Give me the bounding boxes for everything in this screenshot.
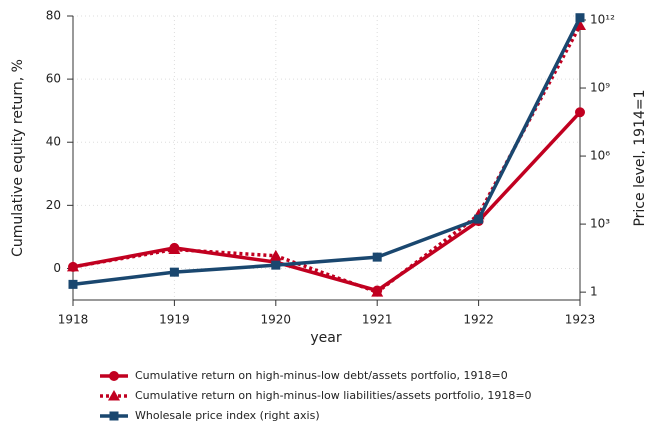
y2-tick-label: 10⁶ [590,149,610,163]
x-axis-label: year [310,330,341,346]
point [169,267,179,277]
legend-label: Cumulative return on high-minus-low debt… [135,369,508,382]
point [109,411,119,421]
x-tick-label: 1923 [565,313,596,327]
y2-tick-label: 10³ [590,217,610,231]
y-tick-label: 0 [53,261,61,275]
point [474,214,484,224]
legend-label: Wholesale price index (right axis) [135,409,320,422]
y-tick-label: 60 [46,72,61,86]
y-tick-label: 20 [46,198,61,212]
x-tick-label: 1920 [261,313,292,327]
point [575,13,585,23]
legend-label: Cumulative return on high-minus-low liab… [135,389,532,402]
point [168,243,181,255]
point [575,107,585,118]
y-tick-label: 80 [46,9,61,23]
point [109,371,119,381]
y2-tick-label: 1 [590,285,598,299]
y-tick-label: 40 [46,135,61,149]
y-axis-label: Cumulative equity return, % [10,59,26,257]
point [371,286,384,297]
point [68,279,78,289]
x-tick-label: 1922 [463,313,494,327]
point [108,390,120,401]
x-tick-label: 1918 [58,313,89,327]
series-line [72,16,582,287]
y2-axis-label: Price level, 1914=1 [632,89,645,226]
point [269,249,282,261]
series-line [72,111,582,293]
point [67,260,79,272]
y2-tick-label: 10¹² [590,12,615,26]
y2-tick-label: 10⁹ [590,81,610,95]
x-tick-label: 1921 [362,313,393,327]
x-tick-label: 1919 [159,313,190,327]
point [372,252,382,262]
point [271,260,281,270]
